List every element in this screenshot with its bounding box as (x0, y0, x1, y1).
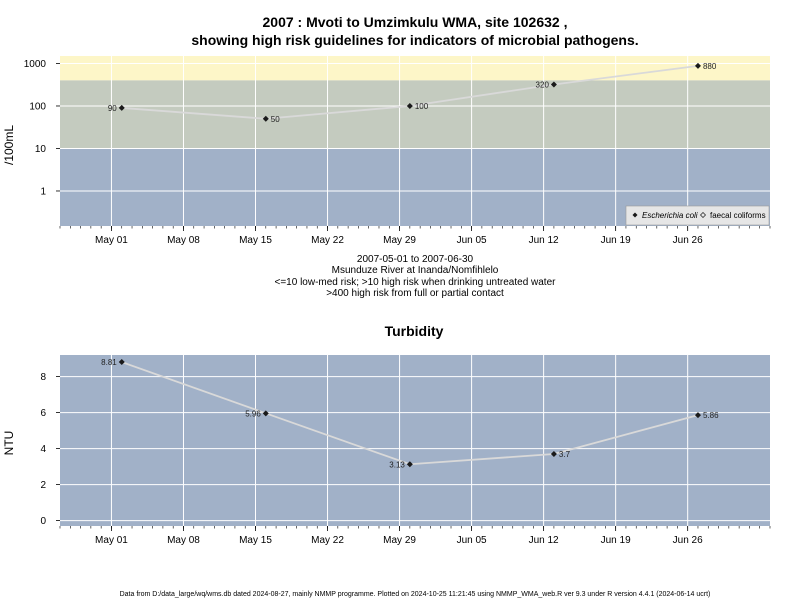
data-point (262, 410, 269, 417)
turbidity-data-labels: 8.81 5.96 3.13 3.7 5.86 (101, 358, 719, 469)
x-tick-label: Jun 26 (673, 535, 703, 546)
data-label: 8.81 (101, 358, 117, 367)
x-tick-label: May 08 (167, 535, 200, 546)
y-tick-label: 8 (40, 372, 46, 383)
data-point (694, 412, 701, 419)
risk-band-med (60, 80, 770, 149)
data-label: 3.13 (389, 460, 405, 469)
legend-ecoli-label: Escherichia coli (642, 211, 698, 220)
y-tick-label: 1000 (24, 59, 47, 70)
x-tick-label: Jun 05 (457, 235, 487, 246)
data-label: 100 (415, 102, 429, 111)
data-point (406, 102, 413, 109)
chart-title-line1: 2007 : Mvoti to Umzimkulu WMA, site 1026… (263, 14, 568, 30)
data-label: 50 (271, 115, 280, 124)
caption-site-name: Msunduze River at Inanda/Nomfihlelo (332, 265, 499, 276)
ecoli-data-labels: 90 50 100 320 880 (108, 62, 717, 124)
risk-band-high (60, 56, 770, 81)
caption-risk-note-2: >400 high risk from full or partial cont… (326, 288, 504, 299)
data-point (550, 451, 557, 457)
panel2-axes: 0 2 4 6 8 May 01 May 08 May 15 May 22 May 29 Jun 0… (40, 372, 771, 546)
x-tick-label: May 01 (95, 535, 128, 546)
y-tick-label: 0 (40, 516, 46, 527)
data-label: 880 (703, 62, 717, 71)
caption-date-range: 2007-05-01 to 2007-06-30 (357, 254, 474, 265)
data-point (262, 115, 269, 122)
panel-background (60, 355, 770, 526)
legend-faecal-label: faecal coliforms (710, 211, 766, 220)
panel1-y-axis-label: /100mL (2, 125, 16, 165)
data-label: 5.96 (245, 409, 261, 418)
data-point (118, 104, 125, 111)
data-point (694, 62, 701, 69)
legend: Escherichia coli faecal coliforms (625, 205, 770, 226)
panel2-grid (60, 355, 770, 526)
legend-faecal-marker (700, 212, 706, 218)
x-tick-label: May 08 (167, 235, 200, 246)
x-tick-label: Jun 19 (601, 235, 631, 246)
data-point (406, 461, 413, 468)
data-point (550, 81, 557, 88)
x-tick-label: May 15 (239, 535, 272, 546)
panel2-background (60, 355, 770, 526)
y-tick-label: 2 (40, 480, 46, 491)
legend-box (625, 205, 770, 226)
panel2-y-axis-label: NTU (2, 431, 16, 456)
x-tick-label: May 22 (311, 535, 344, 546)
footer-note: Data from D:/data_large/wq/wms.db dated … (120, 591, 711, 598)
y-tick-label: 10 (35, 144, 47, 155)
x-tick-label: Jun 12 (529, 535, 559, 546)
turbidity-series-points (118, 359, 701, 468)
x-tick-label: May 29 (383, 235, 416, 246)
x-tick-label: May 15 (239, 235, 272, 246)
chart-title-line2: showing high risk guidelines for indicat… (191, 32, 638, 48)
ecoli-series-points (118, 62, 701, 122)
y-tick-label: 6 (40, 408, 46, 419)
x-tick-label: Jun 05 (457, 535, 487, 546)
data-label: 320 (536, 81, 550, 90)
panel1-axes: 1 10 100 1000 May 01 May 08 May 15 May 22 May 29… (24, 59, 771, 246)
risk-bands (60, 56, 770, 226)
x-tick-label: May 22 (311, 235, 344, 246)
data-point (118, 359, 125, 366)
x-tick-label: May 29 (383, 535, 416, 546)
turbidity-title: Turbidity (385, 323, 444, 339)
data-label: 90 (108, 104, 117, 113)
y-tick-label: 4 (40, 444, 46, 455)
x-tick-label: Jun 12 (529, 235, 559, 246)
x-tick-label: Jun 19 (601, 535, 631, 546)
panel1-grid (60, 56, 770, 226)
y-tick-label: 1 (40, 186, 46, 197)
data-label: 3.7 (559, 450, 571, 459)
data-label: 5.86 (703, 411, 719, 420)
x-tick-label: May 01 (95, 235, 128, 246)
y-tick-label: 100 (29, 101, 46, 112)
legend-ecoli-marker (632, 212, 638, 218)
caption-risk-note-1: <=10 low-med risk; >10 high risk when dr… (275, 277, 557, 288)
x-tick-label: Jun 26 (673, 235, 703, 246)
